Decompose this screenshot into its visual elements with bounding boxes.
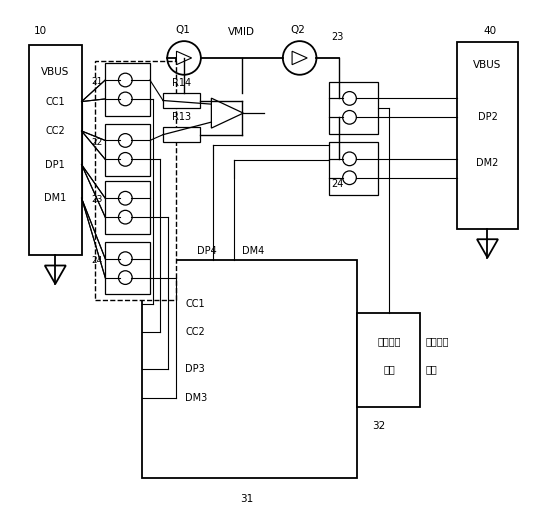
Bar (457, 42, 518, 229)
Text: DM2: DM2 (476, 158, 498, 168)
Bar (142, 260, 358, 478)
Text: 23: 23 (331, 32, 343, 42)
Bar (95, 61, 176, 299)
Text: DM3: DM3 (185, 392, 208, 402)
Text: VBUS: VBUS (41, 67, 70, 77)
Text: Q1: Q1 (175, 25, 190, 36)
Text: DM1: DM1 (44, 193, 66, 203)
Text: DM4: DM4 (242, 246, 264, 256)
Text: 24: 24 (331, 179, 343, 190)
Text: 40: 40 (484, 27, 497, 37)
Text: Q2: Q2 (291, 25, 306, 36)
Text: 21: 21 (91, 77, 103, 86)
Bar (328, 142, 379, 194)
Text: CC2: CC2 (185, 327, 205, 337)
Text: 31: 31 (241, 494, 254, 504)
Text: R14: R14 (172, 78, 191, 88)
Text: VMID: VMID (229, 27, 256, 37)
Bar (163, 127, 200, 142)
Text: DP4: DP4 (198, 246, 217, 256)
Bar (105, 63, 150, 116)
Text: VBUS: VBUS (473, 59, 502, 70)
Text: DP3: DP3 (185, 364, 205, 374)
Text: 10: 10 (34, 27, 47, 37)
Text: 24: 24 (91, 256, 103, 265)
Text: 模拟开关: 模拟开关 (426, 336, 449, 346)
Bar (105, 182, 150, 234)
Text: CC2: CC2 (45, 126, 65, 136)
Text: 23: 23 (91, 195, 103, 204)
Text: 控制: 控制 (383, 365, 395, 374)
Text: DP2: DP2 (477, 112, 497, 122)
Text: 模拟开关: 模拟开关 (377, 336, 401, 346)
Text: CC1: CC1 (45, 97, 65, 107)
Bar (163, 93, 200, 108)
Text: 32: 32 (372, 421, 385, 431)
Text: 22: 22 (91, 138, 103, 147)
Text: CC1: CC1 (185, 299, 205, 309)
Bar (358, 313, 421, 407)
Bar (29, 45, 82, 255)
Bar (328, 82, 379, 134)
Text: R13: R13 (172, 112, 191, 122)
Text: DP1: DP1 (45, 160, 65, 169)
Bar (105, 124, 150, 176)
Bar (105, 242, 150, 294)
Text: 控制: 控制 (426, 365, 438, 374)
